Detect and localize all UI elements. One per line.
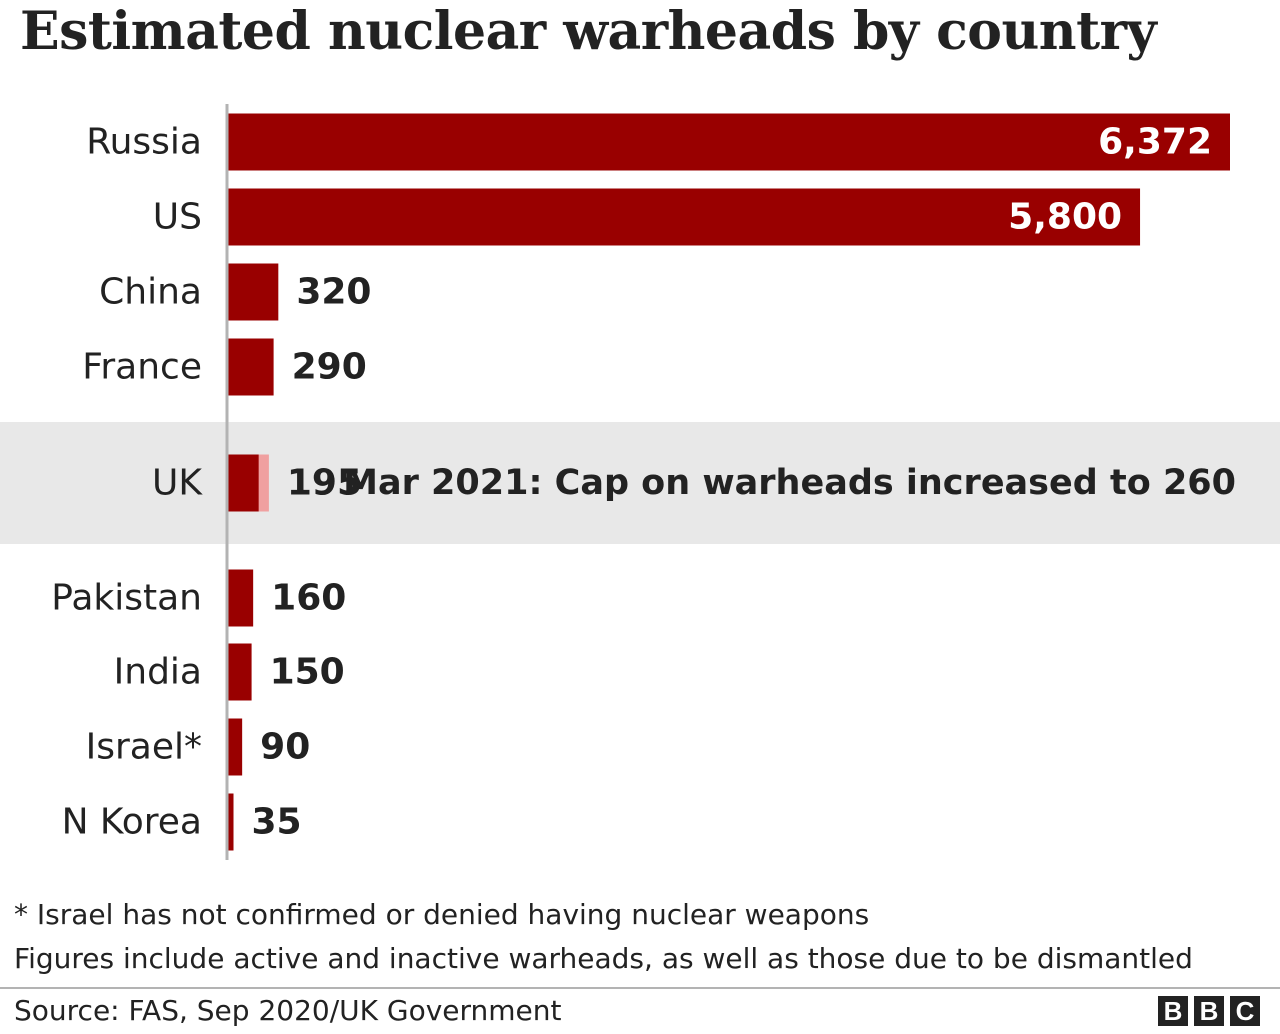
footnote-figures: Figures include active and inactive warh… xyxy=(14,942,1193,975)
category-label-israel: Israel* xyxy=(86,727,202,768)
value-label-n-korea: 35 xyxy=(252,802,302,843)
value-label-france: 290 xyxy=(292,347,367,388)
bar-pakistan xyxy=(228,569,254,627)
cap-annotation: Mar 2021: Cap on warheads increased to 2… xyxy=(343,463,1236,503)
category-label-russia: Russia xyxy=(86,122,202,163)
bar-us xyxy=(228,188,1141,246)
value-label-us: 5,800 xyxy=(1008,197,1122,238)
category-label-india: India xyxy=(114,652,202,693)
bbc-logo-letter: C xyxy=(1230,996,1260,1026)
category-label-us: US xyxy=(153,197,202,238)
value-label-india: 150 xyxy=(270,652,345,693)
value-label-china: 320 xyxy=(296,272,371,313)
category-label-pakistan: Pakistan xyxy=(51,578,202,619)
category-label-china: China xyxy=(99,272,202,313)
bar-russia xyxy=(228,113,1230,171)
bar-israel xyxy=(228,718,243,776)
bar-chart: Russia 6,372 US 5,800 China 320 France 290 UK 195… xyxy=(0,104,1280,860)
bbc-logo-letter: B xyxy=(1158,996,1188,1026)
category-label-n-korea: N Korea xyxy=(62,802,202,843)
source-divider xyxy=(0,987,1280,989)
bar-india xyxy=(228,643,252,701)
value-label-israel: 90 xyxy=(260,727,310,768)
category-label-uk: UK xyxy=(152,463,203,504)
source-note: Source: FAS, Sep 2020/UK Government xyxy=(14,994,562,1027)
value-label-russia: 6,372 xyxy=(1098,122,1212,163)
bar-france xyxy=(228,338,274,396)
chart-title: Estimated nuclear warheads by country xyxy=(20,1,1157,62)
bar-china xyxy=(228,263,279,321)
bar-uk xyxy=(228,454,259,512)
bbc-logo: B B C xyxy=(1158,996,1260,1026)
category-label-france: France xyxy=(82,347,202,388)
footnote-israel: * Israel has not confirmed or denied hav… xyxy=(14,898,870,931)
bbc-logo-letter: B xyxy=(1194,996,1224,1026)
bar-n-korea xyxy=(228,793,234,851)
value-label-pakistan: 160 xyxy=(271,578,346,619)
highlight-band xyxy=(0,422,1280,544)
value-label-uk: 195 xyxy=(287,463,362,504)
